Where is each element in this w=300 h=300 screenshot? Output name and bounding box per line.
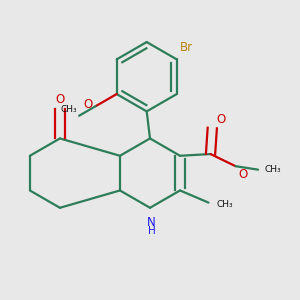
Text: N: N xyxy=(147,216,156,229)
Text: O: O xyxy=(216,113,226,126)
Text: CH₃: CH₃ xyxy=(265,165,281,174)
Text: CH₃: CH₃ xyxy=(61,105,77,114)
Text: O: O xyxy=(238,168,248,181)
Text: O: O xyxy=(84,98,93,111)
Text: Br: Br xyxy=(180,41,193,54)
Text: O: O xyxy=(55,93,64,106)
Text: CH₃: CH₃ xyxy=(217,200,233,209)
Text: H: H xyxy=(148,226,155,236)
